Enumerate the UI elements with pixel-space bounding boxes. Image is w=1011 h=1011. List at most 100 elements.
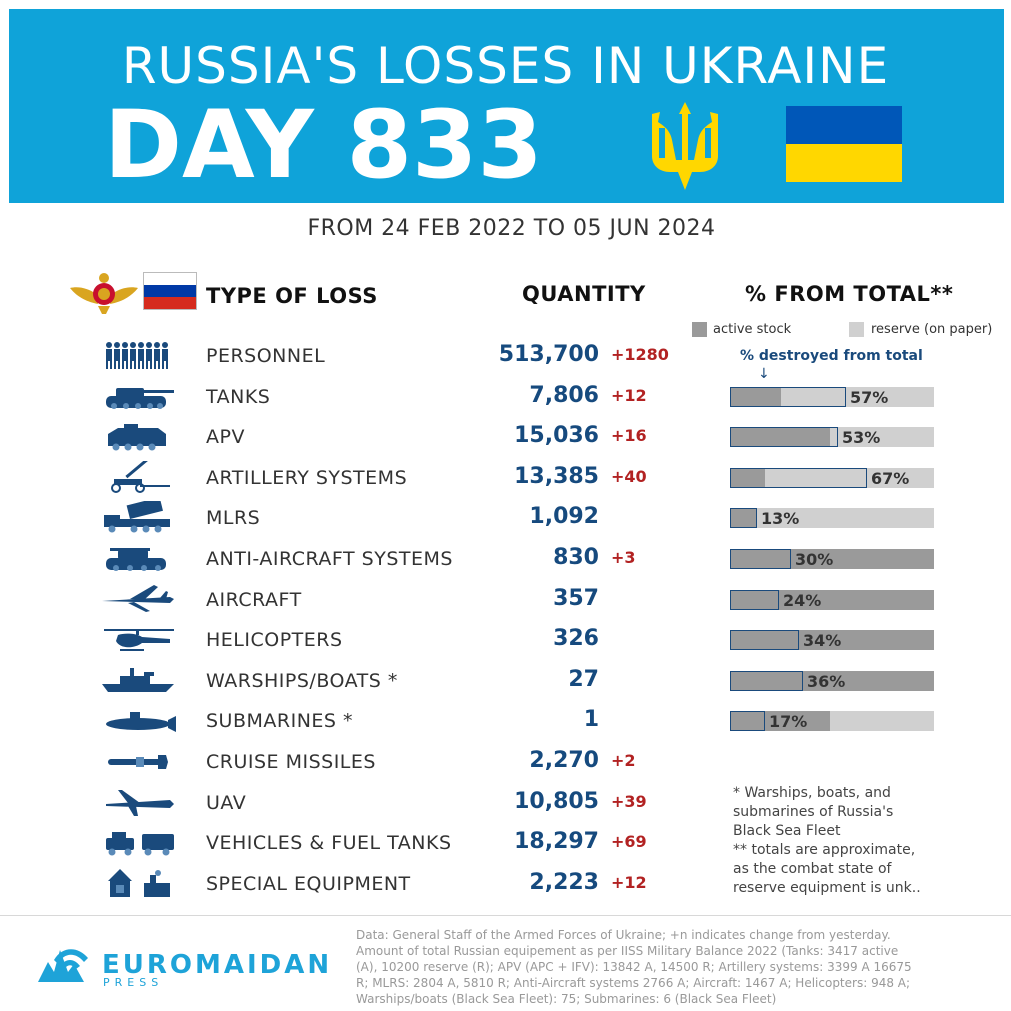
column-header-percent: % FROM TOTAL**: [745, 282, 954, 306]
row-quantity: 2,270: [529, 748, 599, 773]
footnote-line: ** totals are approximate,: [733, 842, 916, 858]
bar-percent-label: 34%: [803, 631, 842, 650]
special-equipment-icon: [108, 869, 170, 897]
source-line: Amount of total Russian equipement as pe…: [356, 944, 899, 958]
bar-destroyed-outline: [730, 468, 867, 488]
table-row: TANKS 7,806 +12 57%: [0, 378, 1011, 418]
russia-flag-icon: [143, 272, 197, 310]
percent-bar: 67%: [730, 468, 934, 488]
percent-bar: 24%: [730, 590, 934, 610]
footnote-line: reserve equipment is unk..: [733, 880, 921, 896]
bar-percent-label: 17%: [769, 712, 808, 731]
day-counter: DAY 833: [104, 91, 543, 200]
bar-destroyed-outline: [730, 427, 838, 447]
row-delta: +1280: [611, 345, 669, 364]
bar-active-segment: [730, 468, 765, 488]
table-row: MLRS 1,092 13%: [0, 499, 1011, 539]
bar-active-segment: [730, 711, 830, 731]
row-label: SUBMARINES *: [206, 710, 354, 732]
source-line: Data: General Staff of the Armed Forces …: [356, 928, 891, 942]
row-delta: +2: [611, 751, 636, 770]
bar-active-segment: [730, 508, 757, 528]
date-range: FROM 24 FEB 2022 TO 05 JUN 2024: [307, 216, 716, 241]
soldiers-icon: [106, 342, 168, 369]
table-row: WARSHIPS/BOATS * 27 36%: [0, 662, 1011, 702]
bar-destroyed-outline: [730, 549, 791, 569]
bar-reserve-segment: [730, 468, 934, 488]
source-line: R; MLRS: 2804 A, 5810 R; Anti-Aircraft s…: [356, 976, 911, 990]
divider: [0, 915, 1011, 916]
bar-percent-label: 13%: [761, 509, 800, 528]
row-label: PERSONNEL: [206, 345, 326, 367]
anti-aircraft-icon: [106, 548, 166, 571]
row-delta: +16: [611, 426, 647, 445]
flag-white-stripe: [144, 273, 196, 285]
row-quantity: 357: [553, 586, 599, 611]
bar-destroyed-outline: [730, 590, 779, 610]
mlrs-icon: [104, 501, 170, 533]
bar-percent-label: 57%: [850, 388, 889, 407]
uav-icon: [106, 790, 174, 816]
table-row: AIRCRAFT 357 24%: [0, 581, 1011, 621]
row-label: WARSHIPS/BOATS *: [206, 670, 398, 692]
table-row: CRUISE MISSILES 2,270 +2: [0, 743, 1011, 783]
table-row: ARTILLERY SYSTEMS 13,385 +40 67%: [0, 459, 1011, 499]
bar-destroyed-outline: [730, 630, 799, 650]
row-label: CRUISE MISSILES: [206, 751, 376, 773]
row-quantity: 326: [553, 626, 599, 651]
row-label: SPECIAL EQUIPMENT: [206, 873, 411, 895]
row-delta: +3: [611, 548, 636, 567]
source-line: Warships/boats (Black Sea Fleet): 75; Su…: [356, 992, 777, 1006]
apv-icon: [108, 424, 166, 451]
flag-blue-stripe: [144, 284, 196, 297]
source-note: Data: General Staff of the Armed Forces …: [356, 927, 956, 1007]
bar-reserve-segment: [730, 387, 934, 407]
source-line: (A), 10200 reserve (R); APV (APC + IFV):…: [356, 960, 912, 974]
row-label: UAV: [206, 792, 247, 814]
table-row: VEHICLES & FUEL TANKS 18,297 +69: [0, 824, 1011, 864]
bar-active-segment: [730, 671, 934, 691]
percent-bar: 13%: [730, 508, 934, 528]
trident-icon: [652, 102, 718, 190]
bar-active-segment: [730, 630, 934, 650]
bar-percent-label: 53%: [842, 428, 881, 447]
row-quantity: 1: [583, 707, 599, 732]
percent-bar: 53%: [730, 427, 934, 447]
aircraft-icon: [102, 585, 174, 612]
column-header-quantity: QUANTITY: [522, 282, 646, 306]
flag-red-stripe: [144, 296, 196, 309]
legend-active-swatch: [692, 322, 707, 337]
table-row: APV 15,036 +16 53%: [0, 418, 1011, 458]
column-header-type: TYPE OF LOSS: [206, 284, 378, 308]
table-row: HELICOPTERS 326 34%: [0, 621, 1011, 661]
row-label: MLRS: [206, 507, 261, 529]
legend-reserve-swatch: [849, 322, 864, 337]
table-row: PERSONNEL 513,700 +1280: [0, 337, 1011, 377]
euromaidan-logo-icon: [38, 949, 88, 982]
row-delta: +12: [611, 873, 647, 892]
percent-bar: 34%: [730, 630, 934, 650]
footnote-line: as the combat state of: [733, 861, 892, 877]
cruise-missile-icon: [108, 755, 168, 769]
row-label: ANTI-AIRCRAFT SYSTEMS: [206, 548, 453, 570]
bar-destroyed-outline: [730, 387, 846, 407]
bar-destroyed-outline: [730, 671, 803, 691]
row-quantity: 513,700: [498, 342, 599, 367]
percent-bar: 30%: [730, 549, 934, 569]
row-quantity: 15,036: [514, 423, 599, 448]
percent-bar: 36%: [730, 671, 934, 691]
down-arrow-icon: ↓: [758, 366, 770, 382]
row-quantity: 830: [553, 545, 599, 570]
row-delta: +12: [611, 386, 647, 405]
flag-yellow-stripe: [786, 144, 902, 182]
page-title: RUSSIA'S LOSSES IN UKRAINE: [121, 37, 890, 95]
row-label: ARTILLERY SYSTEMS: [206, 467, 408, 489]
ukraine-flag-icon: [786, 106, 902, 182]
bar-reserve-segment: [730, 508, 934, 528]
row-delta: +40: [611, 467, 647, 486]
footnote-line: Black Sea Fleet: [733, 823, 841, 839]
row-quantity: 1,092: [529, 504, 599, 529]
row-delta: +39: [611, 792, 647, 811]
bar-percent-label: 36%: [807, 672, 846, 691]
destroyed-note: % destroyed from total: [740, 348, 923, 364]
